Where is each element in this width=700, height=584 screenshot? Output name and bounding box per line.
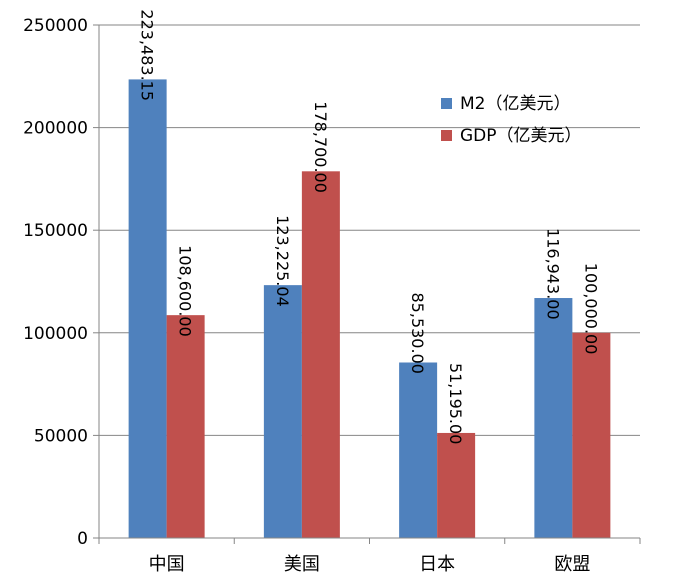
y-tick-label: 150000 <box>23 221 88 241</box>
bars <box>128 79 611 539</box>
legend: M2（亿美元） GDP（亿美元） <box>441 94 582 146</box>
x-tick-label: 欧盟 <box>554 554 590 575</box>
y-tick-label: 50000 <box>34 426 88 446</box>
data-label: 51,195.00 <box>446 363 465 444</box>
bar-m2-0 <box>128 79 167 539</box>
y-axis: 0 50000 100000 150000 200000 250000 <box>23 16 100 549</box>
x-tick-label: 日本 <box>419 554 455 575</box>
bar-gdp-0 <box>166 315 205 538</box>
x-tick-label: 中国 <box>149 554 185 575</box>
legend-label: GDP（亿美元） <box>460 126 582 146</box>
data-label: 223,483.15 <box>138 9 157 101</box>
x-axis: 中国 美国 日本 欧盟 <box>98 537 641 575</box>
data-label: 123,225.04 <box>273 215 292 307</box>
y-tick-label: 100000 <box>23 324 88 344</box>
data-label: 108,600.00 <box>176 245 195 337</box>
legend-swatch <box>441 98 452 109</box>
bar-m2-1 <box>263 285 302 538</box>
bar-gdp-3 <box>572 332 611 538</box>
data-labels: 223,483.15 108,600.00 123,225.04 178,700.00… <box>138 9 601 444</box>
legend-swatch <box>441 130 452 141</box>
data-label: 100,000.00 <box>581 263 600 355</box>
data-label: 178,700.00 <box>311 101 330 193</box>
legend-label: M2（亿美元） <box>460 94 570 114</box>
data-label: 116,943.00 <box>543 228 562 320</box>
y-tick-label: 200000 <box>23 119 88 139</box>
bar-m2-2 <box>399 362 438 538</box>
bar-m2-3 <box>534 298 573 538</box>
data-label: 85,530.00 <box>408 292 427 373</box>
y-tick-label: 0 <box>77 529 88 549</box>
bar-gdp-1 <box>301 171 340 538</box>
y-tick-label: 250000 <box>23 16 88 36</box>
x-tick-label: 美国 <box>284 554 320 575</box>
bar-gdp-2 <box>437 432 476 538</box>
